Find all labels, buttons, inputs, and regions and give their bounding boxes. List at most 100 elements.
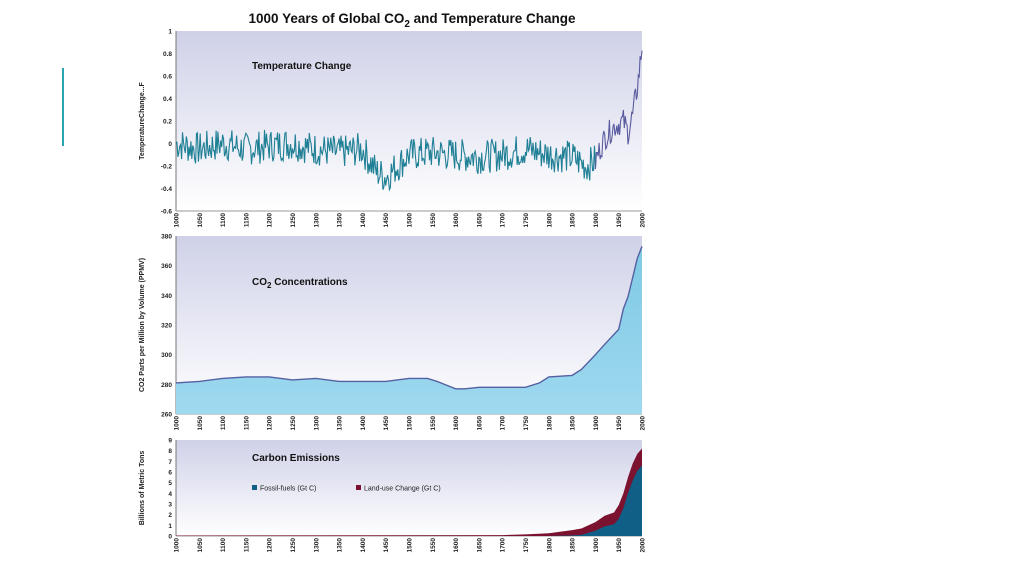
y-axis-label: TemperatureChange...F — [139, 81, 146, 159]
legend-label-landuse: Land-use Change (Gt C) — [364, 486, 441, 493]
y-tick-label: 5 — [168, 480, 172, 487]
x-tick-label: 1050 — [197, 538, 204, 553]
co2-area — [176, 246, 642, 414]
x-tick-label: 1950 — [616, 538, 623, 553]
x-tick-label: 1750 — [523, 538, 530, 553]
x-tick-label: 2000 — [640, 213, 647, 228]
x-tick-label: 1400 — [360, 538, 367, 553]
y-tick-label: 3 — [168, 502, 172, 509]
x-tick-label: 1700 — [500, 213, 507, 228]
legend-swatch-fossil — [252, 485, 257, 490]
x-tick-label: 1850 — [570, 213, 577, 228]
x-tick-label: 1550 — [430, 416, 437, 431]
x-tick-label: 1050 — [197, 416, 204, 431]
x-tick-label: 1000 — [174, 538, 181, 553]
x-tick-label: 1200 — [267, 213, 274, 228]
y-tick-label: 7 — [168, 459, 172, 466]
x-tick-label: 1650 — [476, 538, 483, 553]
x-tick-label: 1150 — [243, 538, 250, 552]
x-tick-label: 1900 — [593, 416, 600, 431]
x-tick-label: 1150 — [243, 213, 250, 227]
x-tick-label: 1900 — [593, 213, 600, 228]
x-tick-label: 1250 — [290, 416, 297, 431]
panel-title: Temperature Change — [252, 61, 352, 72]
x-tick-label: 1250 — [290, 213, 297, 228]
x-tick-label: 1750 — [523, 416, 530, 431]
x-tick-label: 1150 — [243, 416, 250, 430]
x-tick-label: 1450 — [383, 538, 390, 553]
landuse-area — [176, 448, 642, 536]
y-tick-label: 360 — [161, 263, 172, 270]
y-tick-label: -0.4 — [161, 186, 173, 193]
x-tick-label: 1950 — [616, 416, 623, 431]
y-tick-label: 0.6 — [163, 74, 172, 81]
x-tick-label: 1050 — [197, 213, 204, 228]
x-tick-label: 1300 — [313, 213, 320, 228]
panel-title: Carbon Emissions — [252, 453, 340, 464]
y-tick-label: -0.2 — [161, 164, 173, 171]
y-tick-label: 1 — [168, 29, 172, 36]
x-tick-label: 1100 — [220, 416, 227, 430]
y-tick-label: 0.8 — [163, 51, 172, 58]
x-tick-label: 1400 — [360, 416, 367, 431]
x-tick-label: 1250 — [290, 538, 297, 553]
x-tick-label: 1000 — [174, 416, 181, 431]
x-tick-label: 1900 — [593, 538, 600, 553]
x-tick-label: 1500 — [407, 416, 414, 431]
legend-swatch-landuse — [356, 485, 361, 490]
x-tick-label: 1350 — [337, 416, 344, 431]
x-tick-label: 1650 — [476, 213, 483, 228]
co2-line — [175, 246, 643, 390]
figure-title: 1000 Years of Global CO2 and Temperature… — [249, 11, 576, 30]
x-tick-label: 1800 — [546, 416, 553, 431]
legend-label-fossil: Fossil-fuels (Gt C) — [260, 486, 316, 493]
x-tick-label: 1600 — [453, 213, 460, 228]
x-tick-label: 1850 — [570, 416, 577, 431]
x-tick-label: 1600 — [453, 538, 460, 553]
x-tick-label: 2000 — [640, 416, 647, 431]
temperature-series-line — [175, 129, 597, 192]
x-tick-label: 1400 — [360, 213, 367, 228]
x-tick-label: 1550 — [430, 213, 437, 228]
x-tick-label: 1500 — [407, 213, 414, 228]
x-tick-label: 1550 — [430, 538, 437, 553]
y-tick-label: 260 — [161, 412, 172, 419]
x-tick-label: 1700 — [500, 416, 507, 431]
y-tick-label: 280 — [161, 382, 172, 389]
y-tick-label: 340 — [161, 293, 172, 300]
y-axis-label: Billions of Metric Tons — [139, 451, 146, 526]
legend: Fossil-fuels (Gt C) Land-use Change (Gt C… — [252, 485, 441, 493]
temperature-recent-line — [594, 50, 643, 170]
y-tick-label: 300 — [161, 352, 172, 359]
x-tick-label: 1200 — [267, 416, 274, 431]
x-tick-label: 1200 — [267, 538, 274, 553]
x-tick-label: 1800 — [546, 538, 553, 553]
x-tick-label: 1450 — [383, 416, 390, 431]
y-tick-label: 380 — [161, 234, 172, 241]
y-tick-label: -0.6 — [161, 209, 173, 216]
y-tick-label: 1 — [168, 523, 172, 530]
y-tick-label: 320 — [161, 323, 172, 330]
y-tick-label: 0.4 — [163, 96, 172, 103]
x-tick-label: 1350 — [337, 538, 344, 553]
x-tick-label: 1600 — [453, 416, 460, 431]
x-tick-label: 1800 — [546, 213, 553, 228]
y-tick-label: 0.2 — [163, 119, 172, 126]
x-tick-label: 1700 — [500, 538, 507, 553]
panel-title: CO2 Concentrations — [252, 277, 348, 290]
x-tick-label: 1350 — [337, 213, 344, 228]
x-tick-label: 1950 — [616, 213, 623, 228]
y-tick-label: 0 — [168, 141, 172, 148]
y-axis-label: CO2 Parts per Million by Volume (PPMV) — [139, 258, 146, 392]
x-tick-label: 1450 — [383, 213, 390, 228]
y-tick-label: 9 — [168, 438, 172, 445]
x-tick-label: 1650 — [476, 416, 483, 431]
x-tick-label: 1850 — [570, 538, 577, 553]
x-tick-label: 1100 — [220, 538, 227, 552]
y-tick-label: 2 — [168, 512, 172, 519]
accent-bar — [62, 68, 64, 146]
y-tick-label: 0 — [168, 534, 172, 541]
